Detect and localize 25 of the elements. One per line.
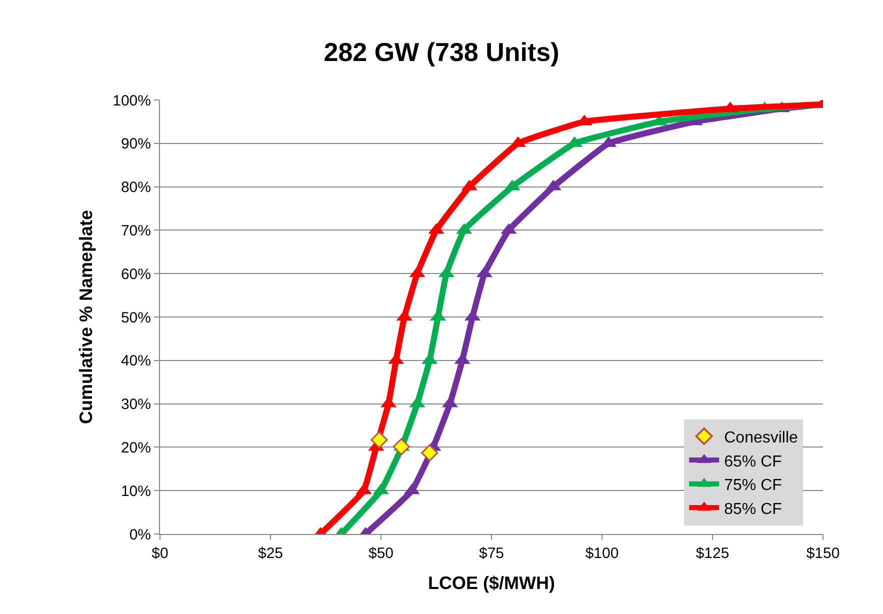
y-tick-label: 30% [120, 396, 151, 414]
y-tick-label: 60% [120, 266, 151, 283]
y-tick-label: 20% [120, 439, 151, 456]
x-tick-label: $75 [478, 545, 504, 562]
x-tick-label: $25 [258, 545, 284, 562]
y-tick-label: 10% [120, 482, 151, 500]
y-tick-label: 70% [120, 222, 151, 240]
chart-title: 282 GW (738 Units) [324, 37, 560, 68]
y-tick-label: 50% [120, 309, 151, 326]
y-tick-label: 90% [120, 136, 151, 153]
x-axis-title: LCOE ($/MWH) [428, 573, 555, 594]
y-tick-label: 100% [112, 92, 151, 110]
legend-label: 85% CF [724, 500, 782, 518]
y-tick-label: 0% [129, 526, 151, 544]
legend-label: Conesville [724, 429, 798, 446]
x-tick-label: $50 [368, 545, 394, 562]
legend-label: 65% CF [724, 453, 782, 470]
x-tick-label: $0 [152, 545, 168, 562]
y-axis-title: Cumulative % Nameplate [76, 210, 96, 424]
x-tick-label: $150 [806, 545, 840, 562]
y-tick-label: 40% [120, 352, 151, 370]
y-tick-label: 80% [120, 179, 151, 196]
x-tick-label: $125 [696, 545, 730, 562]
x-tick-label: $100 [585, 545, 619, 562]
legend-label: 75% CF [724, 477, 782, 494]
